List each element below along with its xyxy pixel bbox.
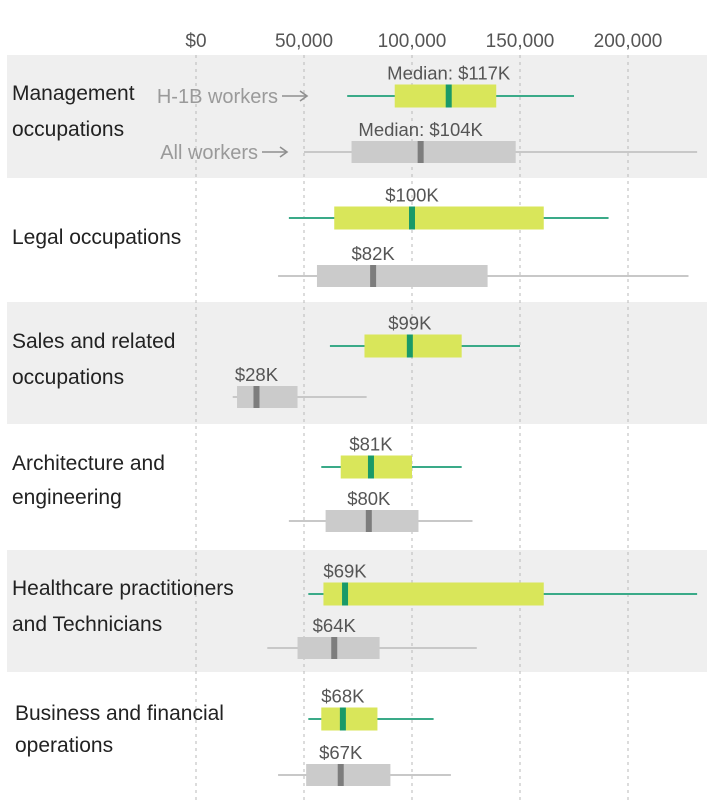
h1b-median-label: $99K <box>388 313 432 334</box>
category-band <box>7 302 707 424</box>
category-label: occupations <box>12 366 124 389</box>
category-label: engineering <box>12 486 122 509</box>
box-series: Median: $117K Median: $104K $100K $82K $99K $… <box>232 63 698 786</box>
category-label: Healthcare practitioners <box>12 577 234 600</box>
all-iqr-box <box>306 764 391 786</box>
h1b-iqr-box <box>394 84 497 108</box>
all-box-1: $82K <box>278 243 689 287</box>
x-tick-label: 50,000 <box>275 31 333 52</box>
h1b-box-0: Median: $117K <box>347 63 574 108</box>
h1b-box-3: $81K <box>321 434 462 479</box>
all-iqr-box <box>325 510 419 532</box>
h1b-iqr-box <box>340 455 412 479</box>
h1b-median-marker <box>367 455 374 479</box>
h1b-box-4: $69K <box>308 561 698 606</box>
h1b-median-marker <box>406 334 413 358</box>
category-label: Sales and related <box>12 330 175 353</box>
legend-arrowhead <box>299 90 309 102</box>
all-iqr-box <box>316 265 488 287</box>
all-median-marker <box>370 265 377 287</box>
legend-arrowhead <box>279 146 289 158</box>
h1b-median-marker <box>445 84 452 108</box>
all-box-4: $64K <box>267 615 477 659</box>
h1b-median-label: Median: $117K <box>387 63 511 84</box>
x-tick-label: 150,000 <box>486 31 555 52</box>
category-label: operations <box>15 734 113 757</box>
all-box-0: Median: $104K <box>304 119 698 163</box>
h1b-box-1: $100K <box>288 185 609 230</box>
category-label: occupations <box>12 118 124 141</box>
category-label: Management <box>12 82 135 105</box>
all-median-marker <box>337 764 344 786</box>
all-median-label: $64K <box>313 615 357 636</box>
h1b-median-marker <box>339 707 346 731</box>
all-median-label: $28K <box>235 364 279 385</box>
all-iqr-box <box>351 141 516 163</box>
category-label: Architecture and <box>12 452 165 475</box>
h1b-iqr-box <box>323 582 544 606</box>
all-median-marker <box>331 637 338 659</box>
h1b-median-marker <box>409 206 415 230</box>
all-iqr-box <box>297 637 380 659</box>
category-label: Business and financial <box>15 702 224 725</box>
all-median-label: $82K <box>352 243 396 264</box>
h1b-iqr-box <box>364 334 462 358</box>
all-box-3: $80K <box>288 488 473 532</box>
legend-label: H-1B workers <box>157 86 278 108</box>
h1b-median-label: $68K <box>321 686 365 707</box>
category-label: and Technicians <box>12 613 162 636</box>
h1b-median-label: $100K <box>385 185 439 206</box>
h1b-box-2: $99K <box>329 313 520 358</box>
h1b-iqr-box <box>321 707 378 731</box>
h1b-median-label: $69K <box>323 561 367 582</box>
all-median-marker <box>365 510 372 532</box>
x-axis: $0 50,000 100,000 150,000 200,000 <box>185 31 662 52</box>
h1b-median-marker <box>342 582 349 606</box>
category-label: Legal occupations <box>12 226 181 249</box>
gridlines <box>195 55 629 800</box>
all-median-label: Median: $104K <box>358 119 483 140</box>
all-median-label: $80K <box>347 488 391 509</box>
all-median-label: $67K <box>319 742 363 763</box>
all-box-5: $67K <box>278 742 451 786</box>
category-labels: Management occupations Legal occupations Sa… <box>12 82 309 757</box>
all-iqr-box <box>237 386 298 408</box>
h1b-median-label: $81K <box>349 434 393 455</box>
x-tick-label: $0 <box>185 31 206 52</box>
all-median-marker <box>253 386 260 408</box>
h1b-iqr-box <box>334 206 544 230</box>
category-bands <box>7 55 707 672</box>
legend-label: All workers <box>160 142 258 164</box>
all-box-2: $28K <box>232 364 367 408</box>
x-tick-label: 100,000 <box>378 31 447 52</box>
h1b-box-5: $68K <box>308 686 434 731</box>
x-tick-label: 200,000 <box>594 31 663 52</box>
all-median-marker <box>417 141 424 163</box>
